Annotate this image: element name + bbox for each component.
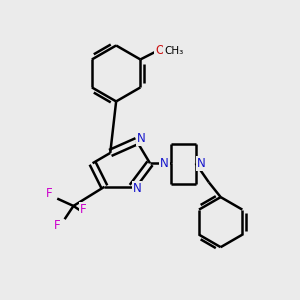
Text: F: F bbox=[54, 220, 61, 232]
Text: F: F bbox=[46, 187, 52, 200]
Text: N: N bbox=[197, 157, 206, 170]
Text: O: O bbox=[155, 44, 164, 57]
Text: CH₃: CH₃ bbox=[164, 46, 183, 56]
Text: N: N bbox=[160, 157, 169, 170]
Text: N: N bbox=[137, 132, 146, 145]
Text: F: F bbox=[80, 203, 86, 216]
Text: N: N bbox=[133, 182, 141, 195]
